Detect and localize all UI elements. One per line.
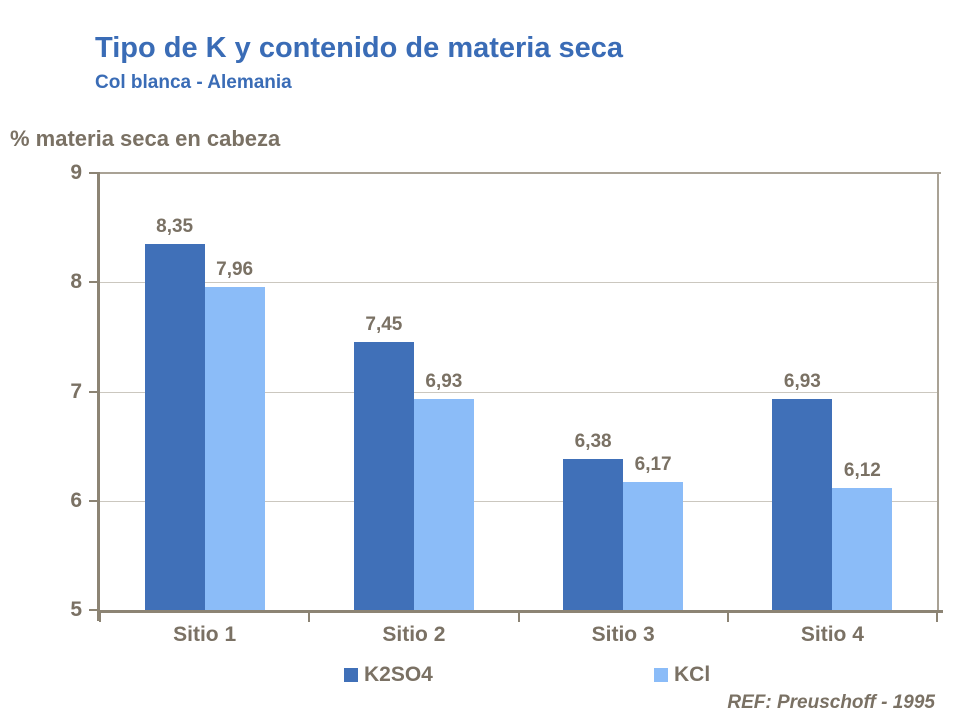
y-tick-mark bbox=[89, 390, 100, 393]
y-tick-mark bbox=[89, 499, 100, 502]
y-axis-tick-label: 6 bbox=[70, 488, 82, 512]
bar-k2so4 bbox=[772, 399, 833, 610]
y-axis-title: % materia seca en cabeza bbox=[10, 126, 281, 151]
bar-value-label: 6,93 bbox=[783, 371, 821, 393]
legend-label-kcl: KCl bbox=[674, 663, 711, 686]
y-axis-tick-label: 7 bbox=[70, 379, 82, 403]
y-tick-mark bbox=[89, 172, 100, 174]
bar-value-label: 6,12 bbox=[843, 459, 881, 481]
plot-area: 9 8 7 6 5 8,35 7,96 Sitio 1 7,45 6,93 Sitio 2 6,38 6… bbox=[70, 161, 943, 646]
bar-kcl bbox=[623, 482, 684, 610]
x-category-label: Sitio 3 bbox=[591, 623, 655, 646]
y-axis-tick-label: 5 bbox=[70, 598, 82, 621]
bar-value-label: 7,45 bbox=[365, 314, 403, 336]
bar-kcl bbox=[413, 399, 474, 610]
gridline bbox=[100, 500, 937, 502]
legend-swatch-k2so4 bbox=[344, 668, 358, 682]
bar-k2so4 bbox=[563, 459, 624, 610]
bar-k2so4 bbox=[144, 244, 205, 610]
bar-value-label: 8,35 bbox=[156, 216, 194, 237]
x-tick-mark bbox=[936, 613, 938, 622]
y-axis-tick-label: 8 bbox=[70, 270, 82, 294]
legend-label-k2so4: K2SO4 bbox=[364, 663, 433, 686]
x-tick-mark bbox=[308, 613, 311, 622]
legend-swatch-kcl bbox=[654, 668, 668, 682]
bar-kcl bbox=[832, 487, 893, 610]
y-axis-tick-label: 9 bbox=[70, 161, 82, 184]
bar-value-label: 7,96 bbox=[216, 258, 254, 280]
plot-border-top bbox=[100, 172, 941, 174]
legend-item-k2so4: K2SO4 bbox=[344, 664, 433, 686]
reference-text: REF: Preuschoff - 1995 bbox=[727, 692, 935, 713]
gridline bbox=[100, 282, 937, 284]
x-category-label: Sitio 4 bbox=[800, 623, 864, 646]
bar-value-label: 6,38 bbox=[574, 431, 612, 453]
gridline bbox=[100, 391, 937, 393]
bar-value-label: 6,17 bbox=[634, 454, 672, 476]
x-category-label: Sitio 1 bbox=[173, 623, 237, 646]
bar-kcl bbox=[204, 286, 265, 610]
x-tick-mark bbox=[517, 613, 520, 622]
y-tick-mark bbox=[89, 609, 100, 611]
chart-title: Tipo de K y contenido de materia seca bbox=[95, 32, 624, 64]
x-tick-mark bbox=[726, 613, 729, 622]
plot-border-right bbox=[937, 173, 939, 610]
x-category-label: Sitio 2 bbox=[382, 623, 446, 646]
x-axis-line bbox=[97, 610, 943, 613]
legend-item-kcl: KCl bbox=[654, 664, 710, 686]
y-axis-line bbox=[97, 172, 100, 621]
chart-subtitle: Col blanca - Alemania bbox=[95, 72, 292, 93]
bar-k2so4 bbox=[353, 342, 414, 610]
x-tick-mark bbox=[99, 613, 101, 622]
y-tick-mark bbox=[89, 281, 100, 284]
bar-value-label: 6,93 bbox=[425, 371, 463, 393]
